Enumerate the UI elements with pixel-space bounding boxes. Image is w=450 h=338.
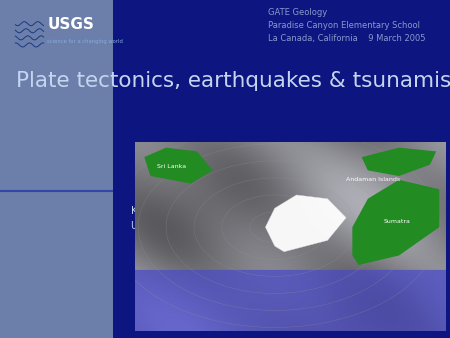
Text: Sri Lanka: Sri Lanka [157, 164, 186, 169]
Polygon shape [266, 195, 346, 252]
Text: Andaman Islands: Andaman Islands [346, 177, 400, 182]
Text: USGS: USGS [47, 17, 94, 32]
Text: U. S. Geological Survey: U. S. Geological Survey [130, 221, 244, 232]
Text: GATE Geology: GATE Geology [268, 8, 327, 18]
Bar [0, 0, 112, 338]
Text: Sumatra: Sumatra [383, 219, 410, 224]
Text: Plate tectonics, earthquakes & tsunamis: Plate tectonics, earthquakes & tsunamis [16, 71, 450, 91]
Polygon shape [144, 148, 212, 184]
Text: science for a changing world: science for a changing world [47, 39, 123, 44]
Text: La Canada, California    9 March 2005: La Canada, California 9 March 2005 [268, 34, 425, 43]
Text: Ken Hudnut: Ken Hudnut [130, 206, 191, 216]
Polygon shape [362, 148, 436, 176]
Text: Paradise Canyon Elementary School: Paradise Canyon Elementary School [268, 21, 420, 30]
Polygon shape [352, 180, 439, 265]
